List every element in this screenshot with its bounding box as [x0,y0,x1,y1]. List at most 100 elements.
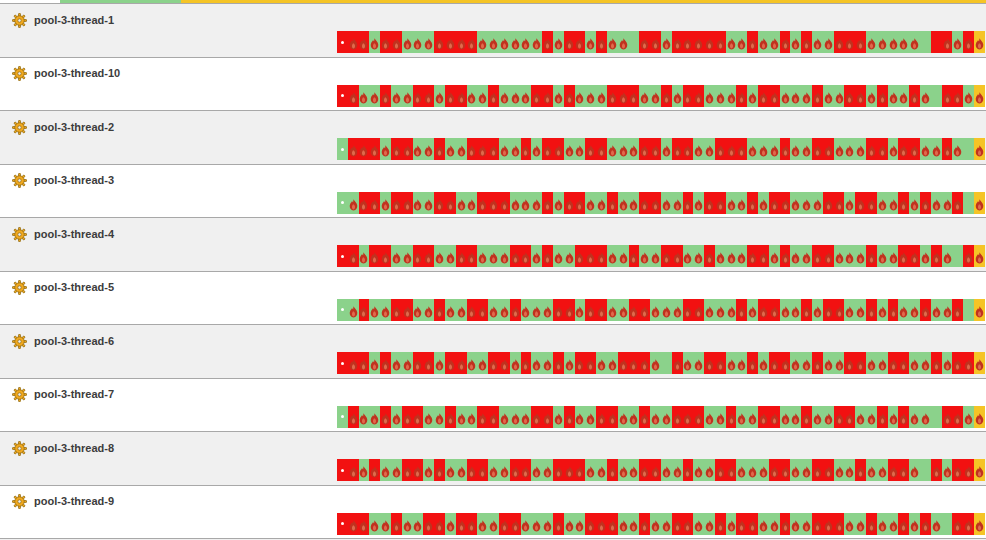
thread-row[interactable]: pool-3-thread-8 [0,431,986,485]
timeline-segment-red [445,406,456,428]
thread-row[interactable]: pool-3-thread-5 [0,271,986,325]
flame-icon [943,413,952,425]
timeline-segment-green [445,138,456,160]
thread-row-header: pool-3-thread-4 [0,218,986,243]
timeline-segment-green [456,406,467,428]
timeline-segment-green [704,406,715,428]
thread-timeline-bar[interactable] [337,299,985,321]
flame-icon [737,145,746,157]
flame-icon [575,520,584,532]
flame-icon [921,252,930,264]
flame-icon [889,145,898,157]
timeline-segment-red [952,352,963,374]
timeline-segment-green [402,352,413,374]
flame-icon [748,466,757,478]
flame-icon [608,466,617,478]
flame-icon [651,520,660,532]
flame-icon [359,92,368,104]
flame-icon [532,306,541,318]
thread-row[interactable]: pool-3-thread-10 [0,57,986,111]
timeline-segment-red [683,406,694,428]
flame-icon [964,413,973,425]
flame-icon [899,466,908,478]
flame-icon [662,306,671,318]
gear-icon [12,120,27,135]
flame-icon [521,92,530,104]
flame-icon [791,520,800,532]
thread-timeline-bar[interactable] [337,85,985,107]
timeline-segment-green [683,245,694,267]
flame-icon [694,466,703,478]
timeline-segment-red [823,192,834,214]
thread-timeline-bar[interactable] [337,406,985,428]
timeline-segment-green [575,513,586,535]
flame-icon [424,306,433,318]
thread-row[interactable]: pool-3-thread-1 [0,3,986,57]
thread-name-label: pool-3-thread-8 [34,441,114,456]
thread-row[interactable]: pool-3-thread-4 [0,217,986,271]
timeline-segment-green [758,352,769,374]
timeline-segment-green [521,406,532,428]
timeline-segment-green [801,513,812,535]
flame-icon [845,466,854,478]
flame-icon [370,92,379,104]
timeline-segment-red [747,31,758,53]
timeline-segment-green [661,406,672,428]
timeline-segment-red [607,192,618,214]
thread-timeline-bar[interactable] [337,513,985,535]
timeline-segment-red [564,406,575,428]
timeline-segment-green [369,513,380,535]
flame-icon [446,413,455,425]
flame-icon [554,466,563,478]
flame-icon [575,38,584,50]
flame-icon [575,413,584,425]
flame-icon [770,413,779,425]
flame-icon [403,520,412,532]
timeline-segment-green [585,459,596,481]
flame-icon [381,520,390,532]
flame-icon [727,145,736,157]
timeline-segment-red [542,31,553,53]
timeline-segment-green [596,352,607,374]
timeline-segment-green [369,352,380,374]
timeline-segment-green [542,352,553,374]
flame-icon [413,359,422,371]
timeline-segment-green [629,513,640,535]
flame-icon [975,92,984,104]
timeline-segment-green [499,245,510,267]
flame-icon [921,359,930,371]
timeline-segment-green [704,138,715,160]
thread-timeline-bar[interactable] [337,31,985,53]
flame-icon [467,359,476,371]
thread-timeline-bar[interactable] [337,245,985,267]
flame-icon [467,413,476,425]
flame-icon [705,520,714,532]
thread-row[interactable]: pool-3-thread-3 [0,164,986,218]
thread-timeline-bar[interactable] [337,352,985,374]
flame-icon [640,466,649,478]
thread-list: pool-3-thread-1 pool-3-thread-10 pool-3-… [0,3,986,538]
thread-timeline-bar[interactable] [337,138,985,160]
flame-icon [413,413,422,425]
flame-icon [511,199,520,211]
flame-icon [554,306,563,318]
flame-icon [694,199,703,211]
timeline-segment-green [963,85,974,107]
timeline-segment-green [942,352,953,374]
flame-icon [467,466,476,478]
timeline-segment-green [855,138,866,160]
thread-timeline-bar[interactable] [337,459,985,481]
timeline-segment-green [747,299,758,321]
timeline-segment-green [564,245,575,267]
thread-row[interactable]: pool-3-thread-7 [0,378,986,432]
timeline-segment-green [790,459,801,481]
flame-icon [370,413,379,425]
thread-timeline-bar[interactable] [337,192,985,214]
timeline-segment-red [607,459,618,481]
thread-row[interactable]: pool-3-thread-6 [0,324,986,378]
flame-icon [370,520,379,532]
thread-row[interactable]: pool-3-thread-9 [0,485,986,539]
flame-icon [370,199,379,211]
timeline-segment-red [801,31,812,53]
thread-row[interactable]: pool-3-thread-2 [0,110,986,164]
